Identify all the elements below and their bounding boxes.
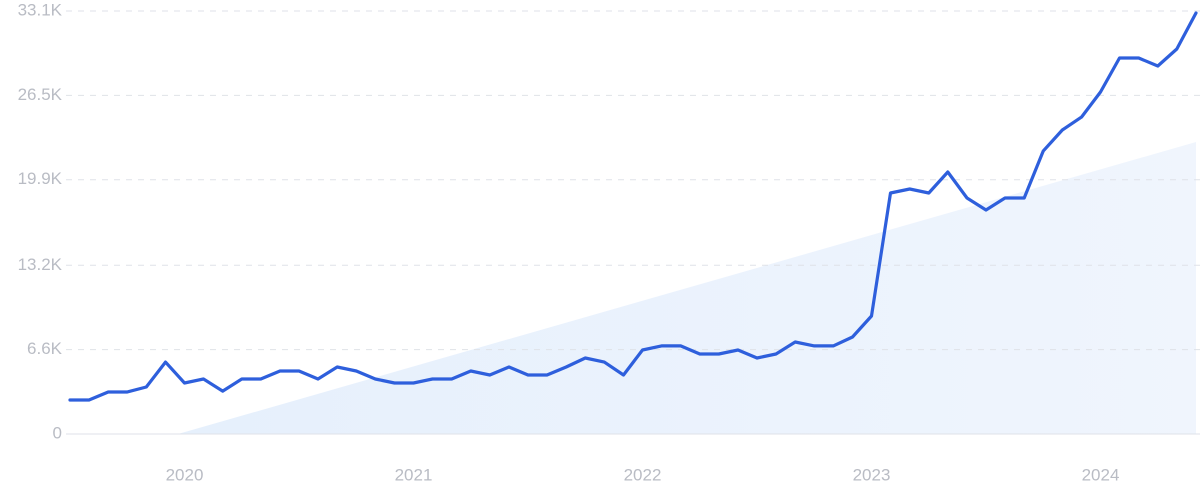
y-tick-label: 19.9K [18,169,63,188]
x-tick-label: 2024 [1082,465,1120,484]
y-tick-label: 0 [53,423,62,442]
y-tick-label: 6.6K [27,339,63,358]
x-tick-label: 2021 [395,465,433,484]
x-tick-label: 2020 [166,465,204,484]
y-tick-label: 13.2K [18,255,63,274]
data-line [68,11,1198,402]
x-tick-label: 2023 [853,465,891,484]
y-tick-label: 33.1K [18,0,63,19]
trend-area [178,142,1196,434]
x-tick-label: 2022 [624,465,662,484]
y-tick-label: 26.5K [18,85,63,104]
